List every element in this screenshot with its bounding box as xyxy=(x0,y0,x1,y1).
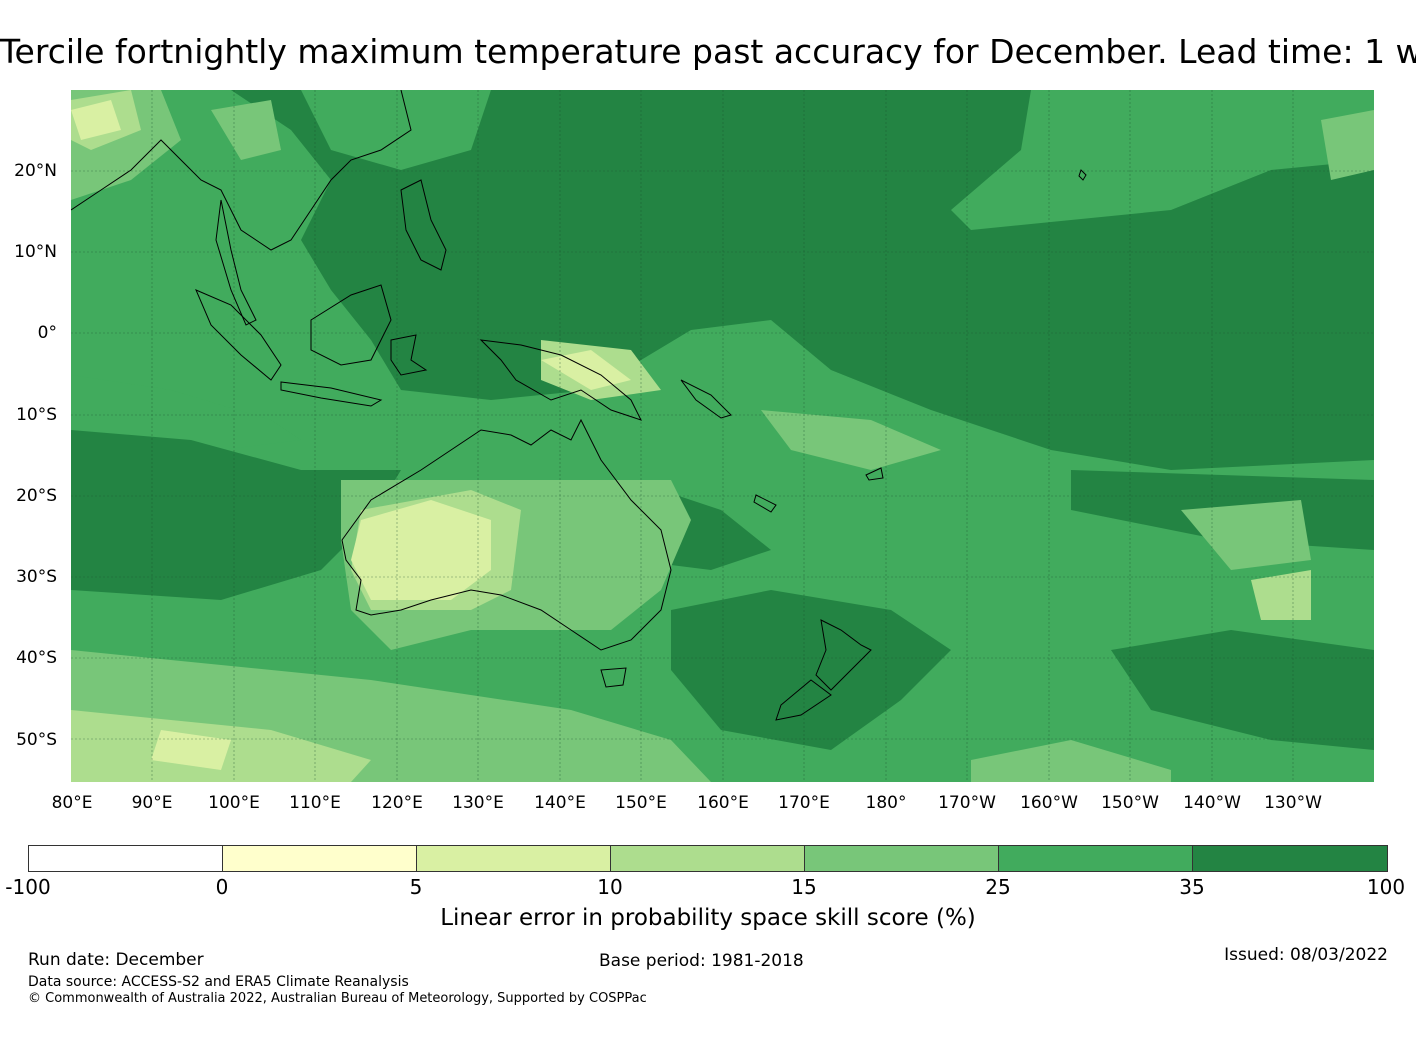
colorbar-tick-label: 100 xyxy=(1366,875,1406,899)
colorbar-segment xyxy=(804,845,999,872)
lon-tick-label: 160°W xyxy=(1020,793,1078,813)
lon-tick-label: 140°E xyxy=(534,793,586,813)
colorbar-segment xyxy=(28,845,223,872)
colorbar-title: Linear error in probability space skill … xyxy=(440,905,976,931)
malay-peninsula-coastline xyxy=(215,199,257,326)
lon-tick-label: 150°W xyxy=(1101,793,1159,813)
lon-tick-label: 180° xyxy=(865,793,907,813)
data-source: Data source: ACCESS-S2 and ERA5 Climate … xyxy=(28,974,409,990)
new-caledonia-coastline xyxy=(753,494,777,513)
lon-tick-label: 90°E xyxy=(131,793,173,813)
lat-tick-label: 20°N xyxy=(14,161,57,181)
hawaii-coastline xyxy=(1078,169,1087,181)
colorbar-tick-label: 10 xyxy=(597,875,623,899)
new-zealand-south-coastline xyxy=(775,679,832,721)
colorbar xyxy=(28,845,1388,872)
lon-tick-label: 150°E xyxy=(615,793,667,813)
colorbar-tick-label: 35 xyxy=(1179,875,1205,899)
lat-tick-label: 40°S xyxy=(16,648,57,668)
lon-tick-label: 130°E xyxy=(452,793,504,813)
map-title: Tercile fortnightly maximum temperature … xyxy=(0,32,1416,71)
copyright: © Commonwealth of Australia 2022, Austra… xyxy=(28,991,647,1006)
lon-tick-label: 110°E xyxy=(289,793,341,813)
issued-date: Issued: 08/03/2022 xyxy=(1224,945,1388,965)
run-date: Run date: December xyxy=(28,950,204,970)
tasmania-coastline xyxy=(600,667,627,688)
solomon-islands-coastline xyxy=(680,379,732,419)
skill-band-35-100 xyxy=(71,430,1374,750)
map-canvas xyxy=(71,90,1374,782)
colorbar-segment xyxy=(1192,845,1388,872)
borneo-coastline xyxy=(310,284,392,366)
lat-tick-label: 10°N xyxy=(14,242,57,262)
lat-tick-label: 30°S xyxy=(16,567,57,587)
lon-tick-label: 120°E xyxy=(371,793,423,813)
skill-band-5-10 xyxy=(71,100,631,770)
lat-tick-label: 0° xyxy=(37,323,57,343)
colorbar-tick-label: 25 xyxy=(985,875,1011,899)
lon-tick-label: 140°W xyxy=(1183,793,1241,813)
australia-coastline xyxy=(341,418,672,651)
new-guinea-coastline xyxy=(479,339,642,421)
sumatra-coastline xyxy=(195,289,282,381)
skill-score-map xyxy=(71,90,1374,782)
lon-tick-label: 100°E xyxy=(208,793,260,813)
fiji-coastline xyxy=(865,467,884,481)
sulawesi-coastline xyxy=(390,334,428,376)
mainland-asia-coastline xyxy=(71,90,412,251)
colorbar-segment xyxy=(998,845,1193,872)
lon-tick-label: 170°E xyxy=(778,793,830,813)
colorbar-segment xyxy=(222,845,417,872)
java-coastline xyxy=(280,381,383,407)
lat-tick-label: 10°S xyxy=(16,405,57,425)
graticule xyxy=(71,90,1374,782)
coastlines xyxy=(71,90,1087,721)
colorbar-tick-label: 0 xyxy=(215,875,229,899)
new-zealand-north-coastline xyxy=(815,619,872,691)
philippines-coastline xyxy=(400,179,447,271)
colorbar-tick-label: -100 xyxy=(5,875,51,899)
lon-tick-label: 170°W xyxy=(938,793,996,813)
lat-tick-label: 50°S xyxy=(16,730,57,750)
lon-tick-label: 160°E xyxy=(697,793,749,813)
lon-tick-label: 130°W xyxy=(1264,793,1322,813)
colorbar-tick-label: 5 xyxy=(409,875,423,899)
colorbar-tick-label: 15 xyxy=(791,875,817,899)
colorbar-segment xyxy=(610,845,805,872)
base-period: Base period: 1981-2018 xyxy=(599,951,804,971)
colorbar-segment xyxy=(416,845,611,872)
lon-tick-label: 80°E xyxy=(51,793,93,813)
lat-tick-label: 20°S xyxy=(16,486,57,506)
